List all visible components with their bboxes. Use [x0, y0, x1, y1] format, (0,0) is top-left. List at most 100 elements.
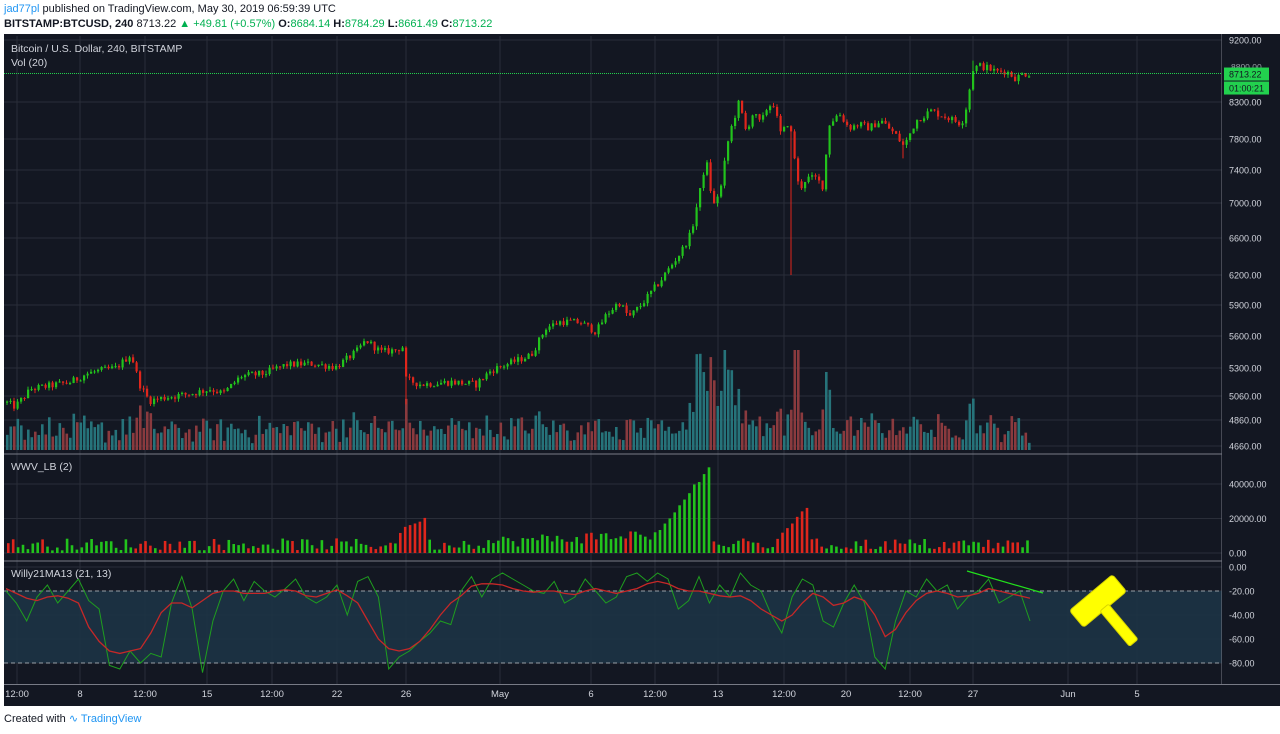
candle-body — [916, 120, 919, 129]
volume-bar — [464, 430, 468, 450]
partial-tick-label: 8800.00 — [1231, 62, 1262, 72]
wwv-bar — [668, 518, 672, 553]
volume-bar — [986, 422, 989, 450]
wwv-bar — [908, 539, 912, 553]
wwv-bar — [286, 540, 289, 553]
wwv-bar — [154, 548, 157, 553]
candle-body — [597, 324, 600, 335]
wwv-bar — [124, 539, 128, 553]
volume-bar — [741, 423, 744, 450]
volume-bar — [720, 390, 723, 450]
candle-body — [727, 141, 730, 161]
price-tick-label: 5900.00 — [1229, 301, 1262, 311]
volume-bar — [447, 425, 450, 450]
candle-body — [244, 375, 247, 378]
volume-bar — [524, 430, 527, 450]
wwv-bar — [982, 546, 985, 553]
volume-bar — [72, 413, 76, 450]
candle-body — [160, 396, 163, 400]
wwv-bar — [717, 544, 721, 553]
candle-body — [205, 391, 208, 393]
price-tick-label: 8300.00 — [1229, 98, 1262, 108]
volume-bar — [534, 415, 538, 450]
volume-bar — [769, 427, 772, 450]
candle-body — [27, 389, 30, 399]
candle-body — [527, 353, 530, 359]
candle-body — [219, 390, 222, 394]
wwv-bar — [536, 540, 539, 553]
volume-bar — [310, 423, 314, 450]
author-link[interactable]: jad77pl — [4, 3, 40, 15]
volume-bar — [37, 435, 41, 450]
candle-body — [475, 380, 478, 388]
candle-body — [275, 366, 278, 369]
wwv-bar — [1026, 540, 1029, 553]
candle-body — [380, 347, 383, 350]
volume-bar — [377, 427, 380, 450]
wwv-bar — [193, 540, 196, 553]
wwv-bar — [408, 525, 412, 553]
volume-bar — [233, 429, 237, 450]
candle-body — [450, 380, 453, 386]
wwv-bar — [354, 538, 358, 553]
created-with-label: Created with — [4, 713, 66, 725]
volume-bar — [359, 429, 363, 450]
volume-bar — [699, 353, 702, 450]
candle-body — [198, 390, 201, 396]
volume-bar — [370, 422, 373, 450]
candle-body — [734, 117, 737, 127]
candle-body — [839, 115, 842, 117]
wwv-bar — [291, 541, 294, 553]
pane-labels: Bitcoin / U.S. Dollar, 240, BITSTAMP Vol… — [11, 43, 182, 580]
candle-body — [965, 109, 968, 124]
candle-body — [937, 110, 940, 117]
willy-tick-label: -40.00 — [1229, 611, 1255, 621]
candle-body — [41, 384, 44, 386]
volume-bar — [1014, 422, 1017, 450]
volume-bar — [520, 417, 524, 450]
candle-body — [769, 106, 772, 111]
volume-bar — [583, 434, 587, 450]
wwv-bar — [129, 547, 133, 553]
wwv-bar — [854, 541, 858, 553]
candle-body — [233, 382, 236, 384]
candle-body — [16, 401, 19, 409]
volume-bar — [835, 431, 839, 450]
willy-line — [5, 572, 1031, 673]
volume-bar — [776, 411, 779, 450]
candle-body — [762, 115, 765, 120]
wwv-bar — [972, 541, 975, 553]
trading-chart[interactable]: 9200.00 8300.00 7800.00 7400.00 7000.00 6600.… — [0, 34, 1280, 706]
wwv-bar — [526, 538, 529, 553]
volume-bar — [590, 431, 594, 450]
candle-body — [79, 380, 82, 382]
candle-body — [902, 141, 905, 145]
time-axis[interactable]: 12:00 8 12:00 15 12:00 22 26 May 6 12:00 13 12:00 20… — [5, 689, 1140, 700]
candle-body — [618, 304, 621, 307]
wwv-bar — [697, 482, 701, 553]
candle-body — [163, 396, 166, 400]
candle-body — [34, 389, 37, 391]
tradingview-brand[interactable]: TradingView — [80, 713, 142, 725]
candle-body — [118, 366, 121, 368]
volume-bar — [384, 432, 387, 450]
volume-bar — [195, 425, 198, 450]
candle-body — [499, 366, 502, 368]
candle-body — [699, 188, 702, 208]
wwv-bar — [742, 538, 745, 553]
wwv-bar — [452, 547, 456, 553]
candle-body — [891, 128, 894, 132]
candle-body — [100, 366, 103, 370]
wwv-bar — [737, 540, 740, 553]
candle-body — [947, 117, 950, 121]
volume-bar — [909, 426, 912, 450]
volume-bar — [387, 421, 391, 450]
volume-bar — [972, 398, 975, 450]
volume-bar — [713, 380, 716, 450]
wwv-bar — [683, 499, 686, 553]
time-tick-label: 8 — [77, 689, 82, 700]
tradingview-logo-icon[interactable]: ∿ — [68, 713, 79, 725]
price-axis[interactable]: 9200.00 8300.00 7800.00 7400.00 7000.00 6600.… — [1229, 36, 1267, 669]
wwv-bar — [580, 543, 583, 553]
time-tick-label: May — [491, 689, 509, 700]
